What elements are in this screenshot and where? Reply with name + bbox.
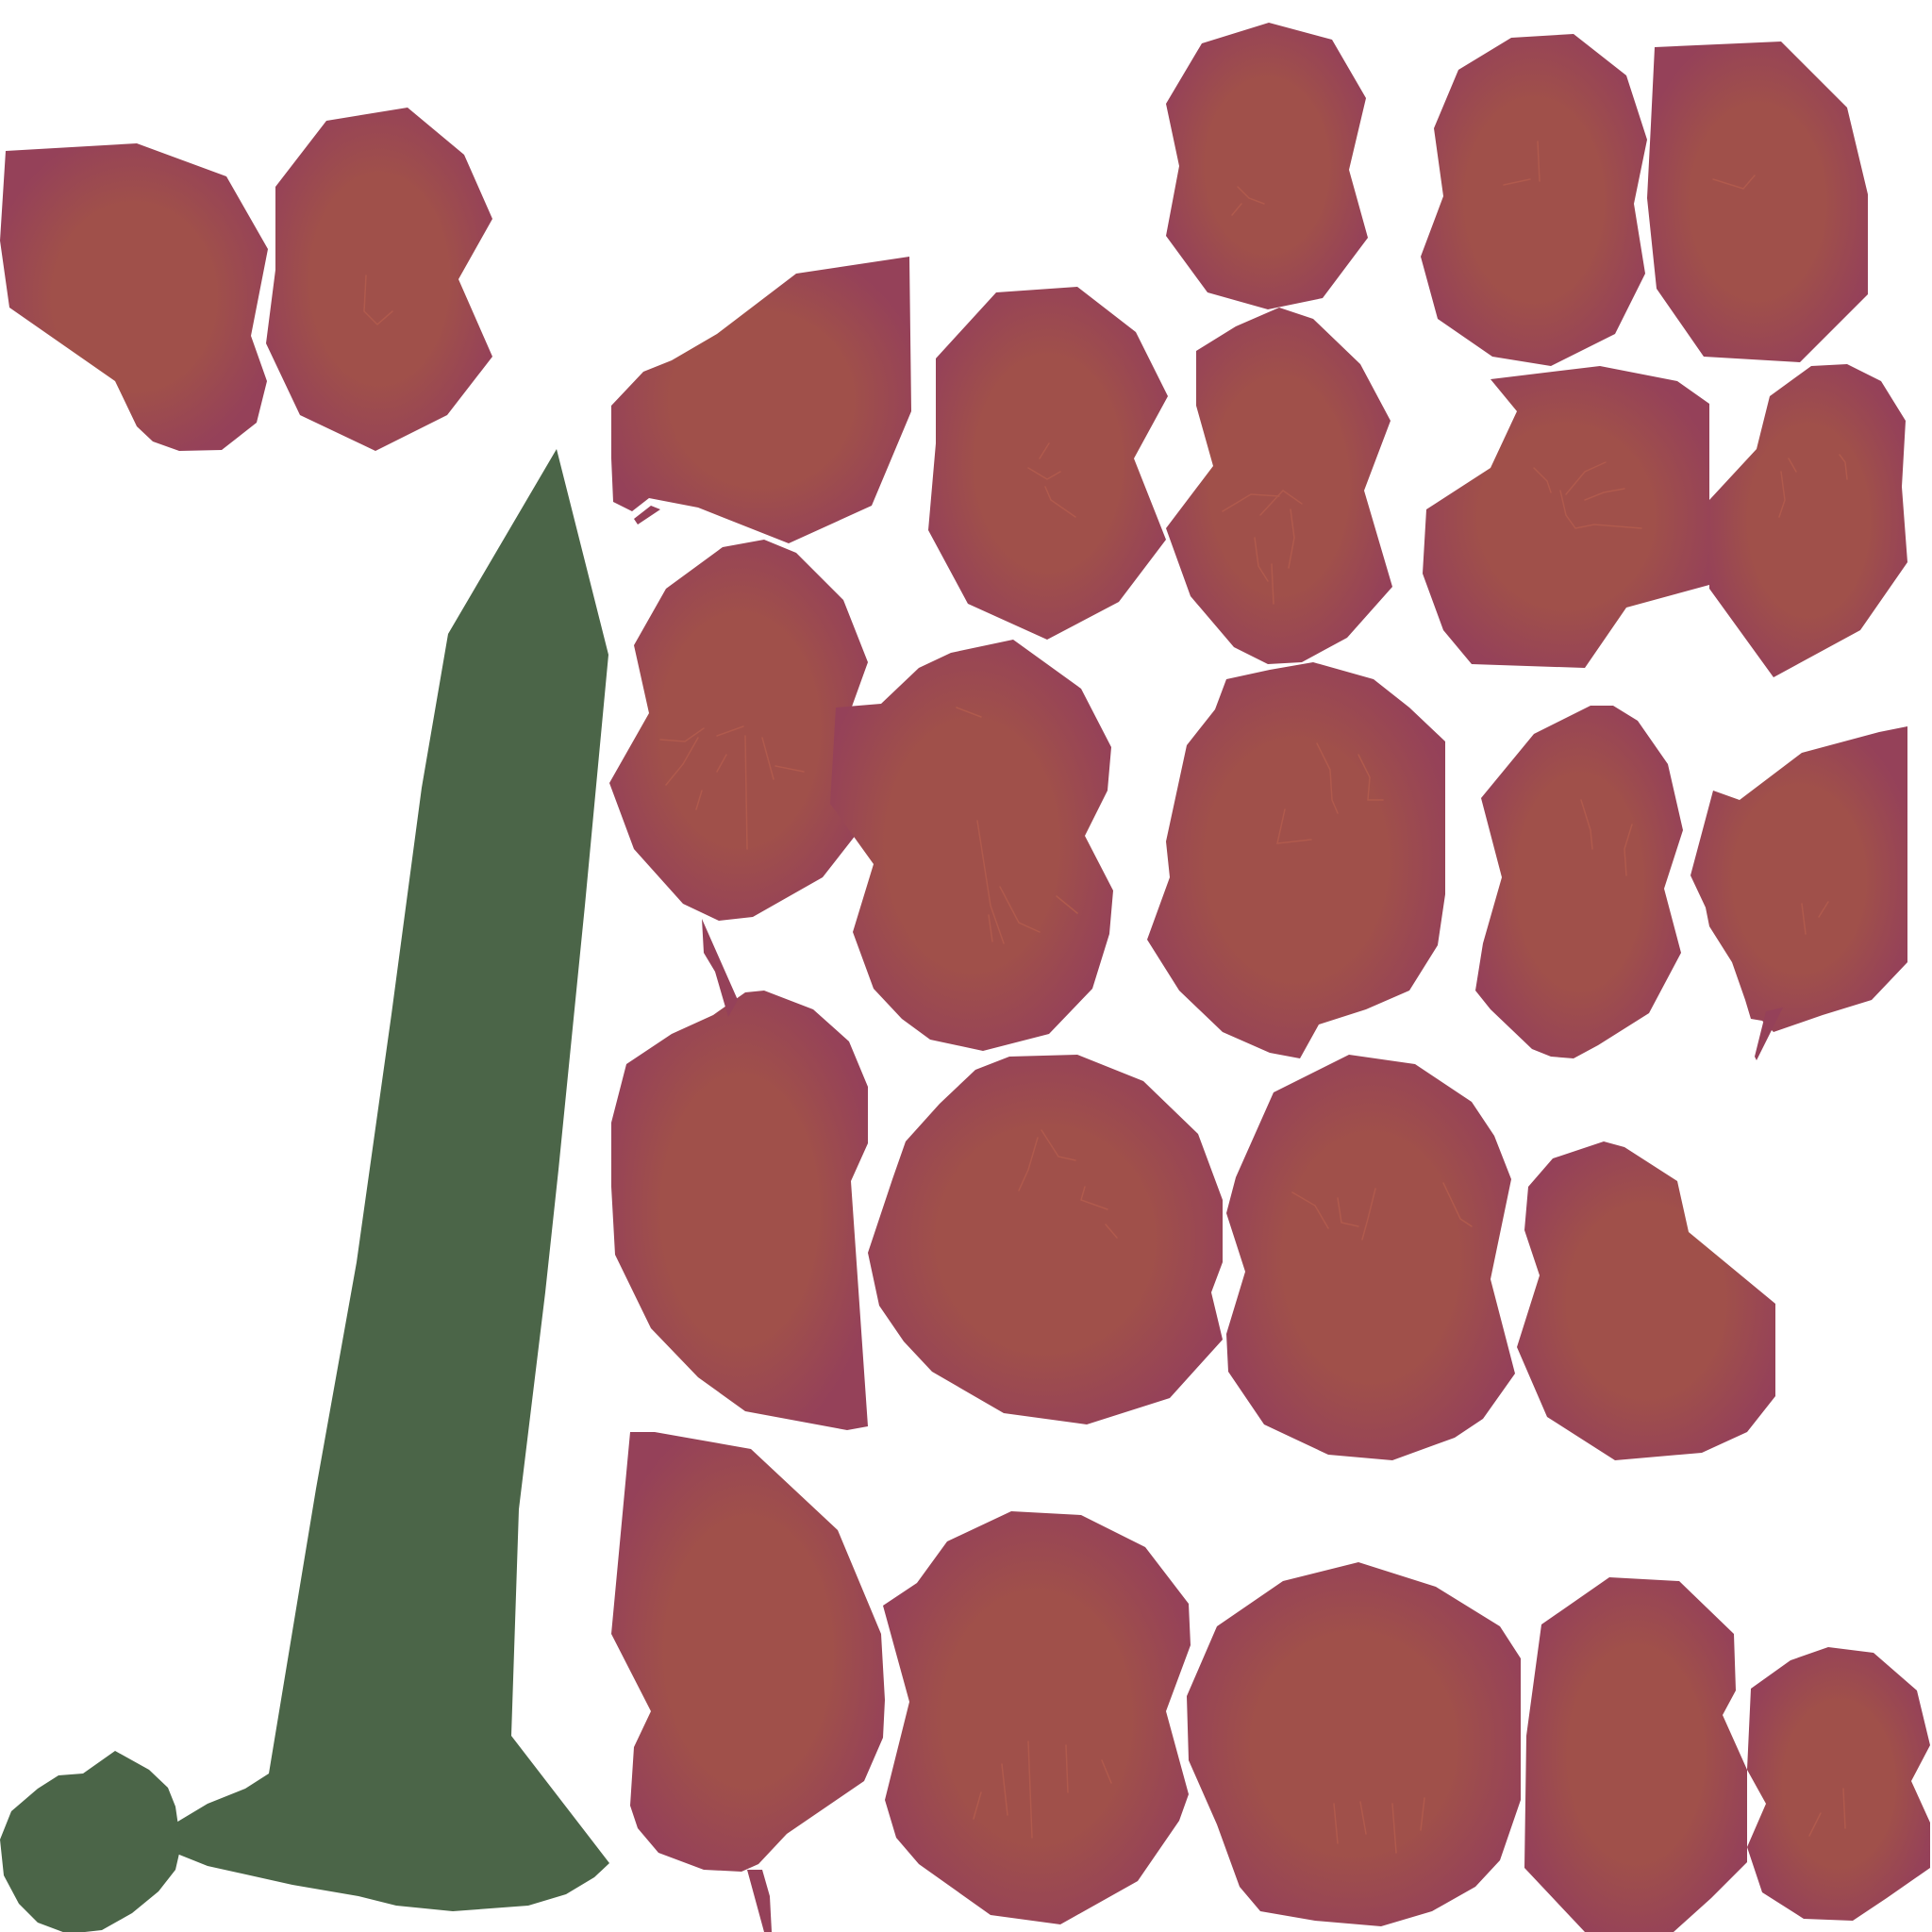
petal-shape bbox=[1421, 34, 1647, 366]
petal-shape bbox=[1517, 1141, 1775, 1460]
petal-tip bbox=[1755, 1008, 1783, 1060]
petal-shape bbox=[830, 640, 1113, 1051]
petal-shape bbox=[611, 991, 868, 1430]
petal-shape bbox=[1187, 1562, 1521, 1926]
petal-shape bbox=[0, 143, 268, 451]
petal-shape bbox=[611, 1432, 885, 1872]
petal-shape bbox=[1226, 1055, 1515, 1460]
petal-shape bbox=[1647, 42, 1868, 362]
petal-shape bbox=[611, 257, 911, 543]
petal-shape bbox=[1690, 726, 1907, 1032]
petal-veins bbox=[363, 141, 1848, 1854]
petal-tip bbox=[634, 506, 660, 525]
petal-shape bbox=[609, 540, 870, 921]
petal-shape bbox=[1423, 366, 1709, 668]
petal-shape bbox=[1747, 1647, 1930, 1921]
petal-shape bbox=[1524, 1577, 1747, 1932]
petal-islands bbox=[0, 23, 1930, 1932]
petal-shape bbox=[1475, 706, 1683, 1058]
petal-shape bbox=[928, 287, 1168, 640]
stem-shape bbox=[153, 449, 609, 1911]
petal-shape bbox=[1166, 308, 1392, 664]
stem-base-knob bbox=[0, 1751, 181, 1932]
petal-shape bbox=[266, 108, 492, 451]
petal-tip bbox=[747, 1870, 772, 1932]
petal-shape bbox=[1166, 23, 1368, 309]
petal-shape bbox=[883, 1511, 1191, 1924]
stem-island bbox=[0, 449, 609, 1932]
petal-shape bbox=[868, 1055, 1223, 1424]
petal-tips bbox=[634, 506, 1783, 1932]
petal-shape bbox=[1147, 662, 1445, 1058]
petal-shape bbox=[1709, 364, 1907, 677]
petal-tip bbox=[702, 919, 738, 1017]
